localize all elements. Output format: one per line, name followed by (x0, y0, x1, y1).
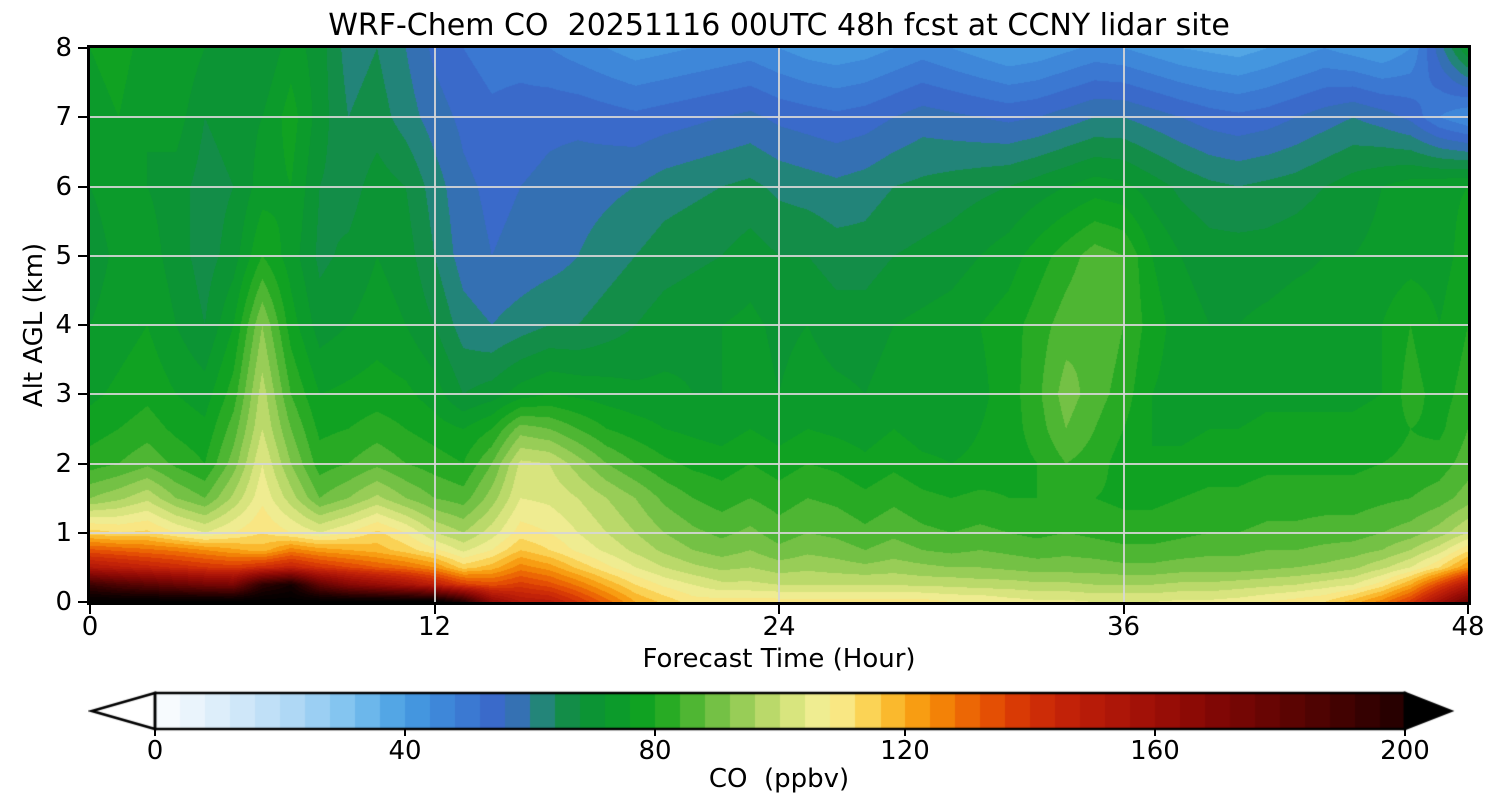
y-tick-mark (78, 324, 87, 326)
colorbar-tick-mark (654, 729, 656, 736)
colorbar-tick-label: 0 (146, 736, 164, 766)
x-tick-label: 48 (1451, 612, 1485, 642)
x-tick-label: 24 (762, 612, 796, 642)
x-tick-mark (778, 605, 780, 614)
x-tick-label: 36 (1106, 612, 1141, 642)
colorbar-tick-mark (904, 729, 906, 736)
colorbar-tick-mark (1154, 729, 1156, 736)
colorbar-tick-label: 40 (388, 736, 422, 766)
colorbar-tick-mark (1404, 729, 1406, 736)
y-tick-label: 5 (55, 240, 72, 271)
y-tick-mark (78, 601, 87, 603)
colorbar-label: CO (ppbv) (708, 764, 850, 794)
colorbar-tick-mark (154, 729, 156, 736)
colorbar-tick-label: 200 (1380, 736, 1430, 766)
gridline-vertical (433, 48, 436, 602)
gridline-vertical (778, 48, 780, 602)
x-axis-label: Forecast Time (Hour) (642, 644, 916, 674)
colorbar-tick-label: 120 (880, 736, 930, 766)
x-tick-label: 12 (417, 612, 452, 642)
y-tick-mark (78, 254, 87, 257)
chart-title: WRF-Chem CO 20251116 00UTC 48h fcst at C… (328, 8, 1230, 43)
y-tick-label: 3 (55, 379, 72, 410)
y-tick-label: 1 (55, 517, 72, 548)
colorbar-tick-label: 160 (1130, 736, 1180, 766)
colorbar (88, 689, 1458, 735)
gridline-vertical (1122, 48, 1125, 602)
y-tick-mark (78, 393, 87, 396)
x-tick-mark (1467, 605, 1469, 614)
y-tick-label: 6 (55, 171, 72, 202)
plot-area (90, 48, 1468, 602)
y-tick-label: 0 (55, 587, 72, 617)
y-tick-label: 4 (55, 310, 72, 340)
y-tick-label: 2 (55, 448, 72, 479)
y-tick-mark (78, 462, 87, 465)
y-tick-label: 7 (55, 102, 72, 133)
x-tick-mark (433, 605, 436, 614)
x-tick-label: 0 (81, 612, 99, 642)
y-tick-label: 8 (55, 33, 72, 63)
y-tick-mark (78, 531, 87, 534)
y-tick-mark (78, 185, 87, 188)
y-tick-mark (78, 116, 87, 119)
x-tick-mark (89, 605, 91, 614)
y-tick-mark (78, 47, 87, 49)
x-tick-mark (1122, 605, 1125, 614)
colorbar-tick-label: 80 (638, 736, 672, 766)
colorbar-tick-mark (404, 729, 406, 736)
